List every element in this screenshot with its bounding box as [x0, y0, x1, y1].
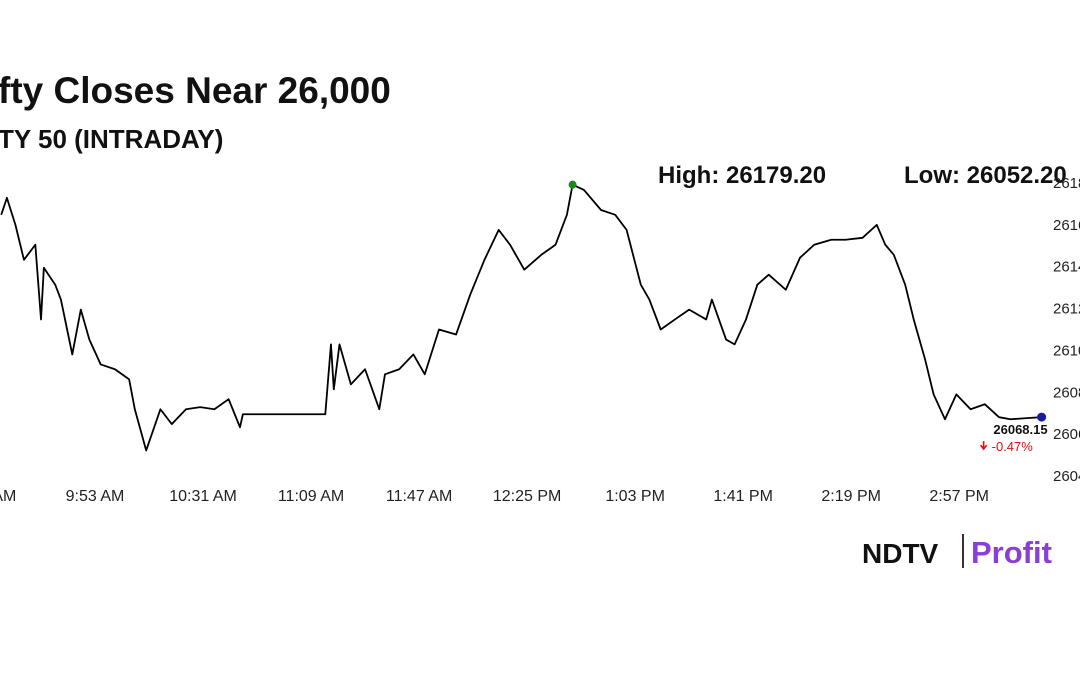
last-value-label: 26068.15 — [993, 422, 1047, 437]
x-tick-label: 2:19 PM — [821, 488, 881, 505]
change-label: -0.47% — [992, 439, 1034, 454]
x-tick-label: 11:09 AM — [278, 488, 344, 505]
x-tick-label: 1:41 PM — [713, 488, 773, 505]
x-tick-label: 10:31 AM — [169, 488, 237, 505]
y-tick-label: 26080 — [1053, 384, 1080, 401]
x-tick-label: 1:03 PM — [605, 488, 665, 505]
last-marker — [1037, 412, 1047, 422]
x-tick-label: 11:47 AM — [386, 488, 452, 505]
y-tick-label: 26060 — [1053, 426, 1080, 443]
chart-title: fty Closes Near 26,000 — [0, 70, 391, 111]
brand-name: NDTV — [862, 538, 939, 569]
high-annotation: High: 26179.20 — [658, 162, 826, 189]
price-line — [0, 183, 1042, 452]
low-annotation: Low: 26052.20 — [904, 162, 1067, 189]
change-arrow — [979, 441, 988, 451]
x-tick-label: 12:25 PM — [493, 488, 561, 505]
y-tick-label: 26120 — [1053, 301, 1080, 318]
y-tick-label: 26100 — [1053, 342, 1080, 359]
x-tick-label: 2:57 PM — [929, 488, 989, 505]
y-tick-label: 26160 — [1053, 217, 1080, 234]
brand-product: Profit — [971, 535, 1052, 570]
y-tick-label: 26040 — [1053, 468, 1080, 485]
x-tick-label: 9:53 AM — [66, 488, 125, 505]
y-tick-label: 26180 — [1053, 175, 1080, 192]
x-tick-label: 9:15 AM — [0, 488, 16, 505]
y-tick-label: 26140 — [1053, 259, 1080, 276]
chart-subtitle: TY 50 (INTRADAY) — [0, 124, 223, 154]
high-marker — [568, 180, 577, 189]
